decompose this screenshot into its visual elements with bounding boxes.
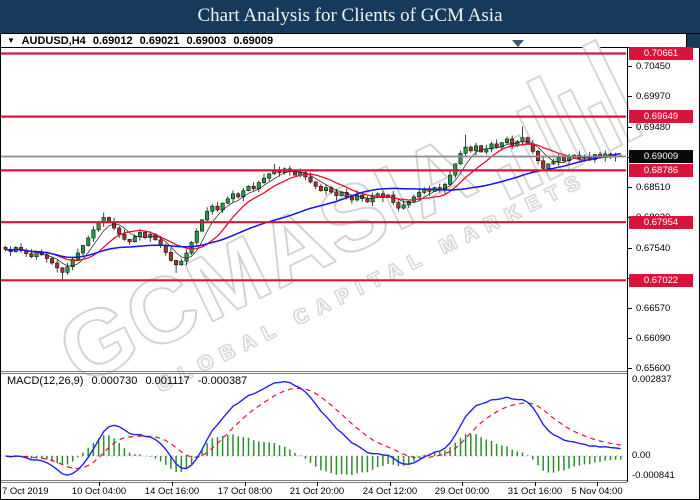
ohlc-high: 0.69021 bbox=[139, 35, 180, 47]
page-title: Chart Analysis for Clients of GCM Asia bbox=[0, 0, 700, 33]
overlay-ma-slow bbox=[5, 152, 621, 259]
overlay-ma-fast bbox=[5, 140, 621, 267]
ohlc-low: 0.69003 bbox=[186, 35, 227, 47]
chart-shift-marker-icon bbox=[512, 40, 524, 47]
overlay-ma-mid bbox=[5, 143, 621, 262]
header-corner-mark bbox=[686, 34, 700, 48]
ohlc-open: 0.69012 bbox=[92, 35, 133, 47]
symbol-header: ▼ AUDUSD,H4 0.69012 0.69021 0.69003 0.69… bbox=[1, 34, 693, 48]
candlesticks bbox=[3, 126, 623, 280]
symbol-name: AUDUSD,H4 bbox=[21, 35, 86, 47]
macd-main-line bbox=[5, 380, 621, 476]
ohlc-close: 0.69009 bbox=[233, 35, 274, 47]
macd-signal-line bbox=[5, 387, 621, 470]
symbol-dropdown-icon[interactable]: ▼ bbox=[7, 36, 15, 45]
